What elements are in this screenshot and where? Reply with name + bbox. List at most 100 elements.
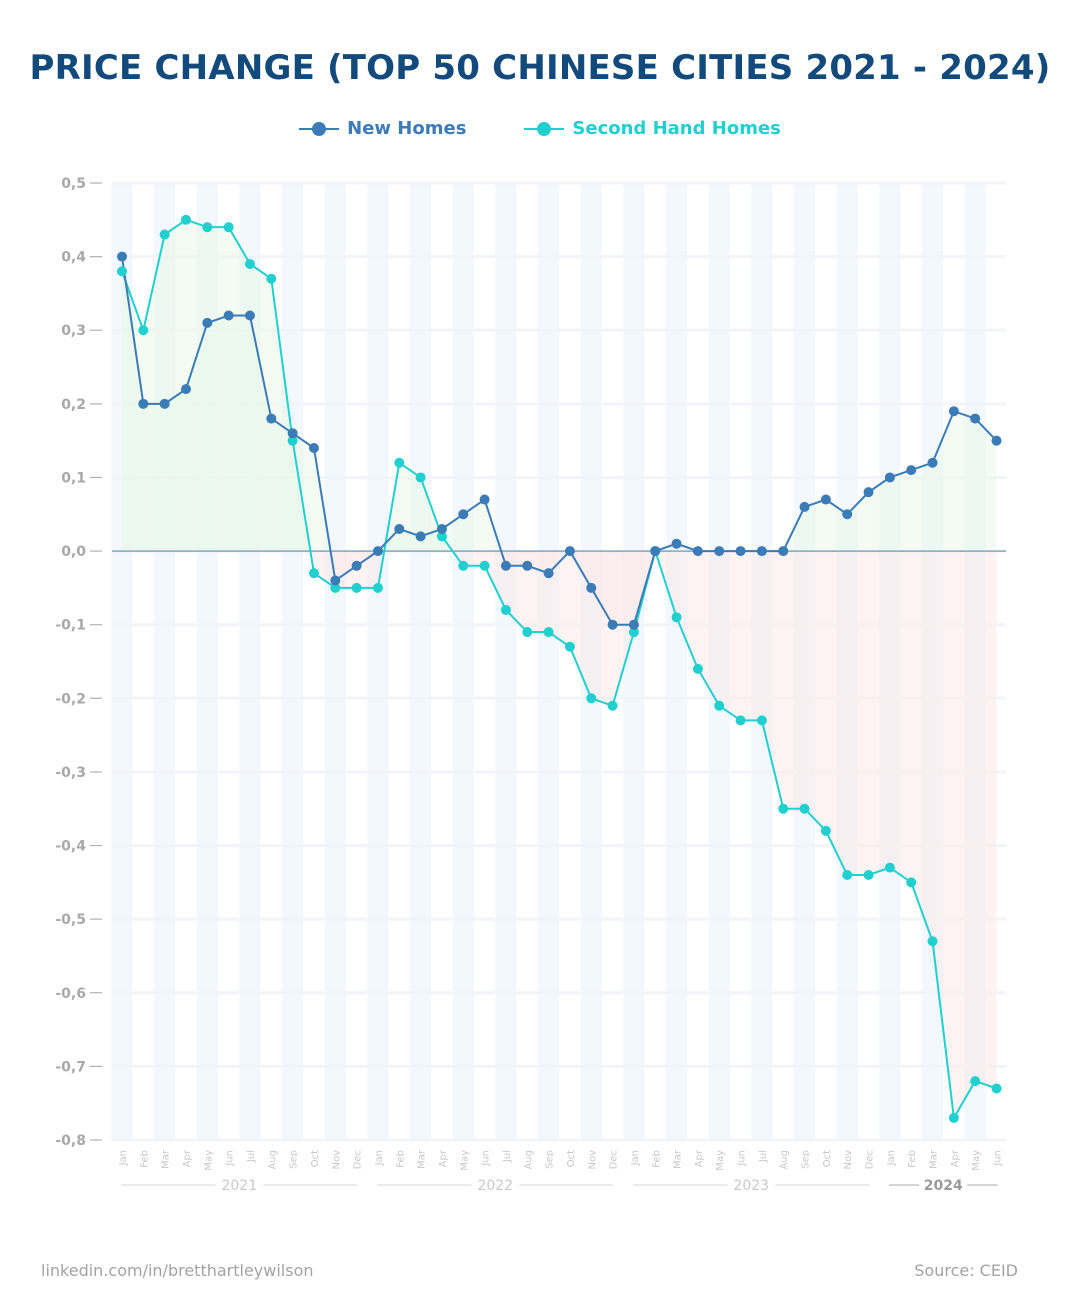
data-point-second-hand-homes	[671, 612, 682, 623]
area-fill	[271, 278, 293, 552]
data-point-second-hand-homes	[735, 715, 746, 726]
y-tick-label: -0,6	[55, 986, 86, 1002]
data-point-new-homes	[351, 560, 362, 571]
column-band	[409, 183, 432, 1140]
data-point-second-hand-homes	[991, 1083, 1002, 1094]
x-tick-label: Feb	[395, 1150, 406, 1168]
x-tick-label: Mar	[417, 1149, 428, 1169]
data-point-new-homes	[906, 465, 917, 476]
data-point-second-hand-homes	[863, 869, 874, 880]
data-point-second-hand-homes	[607, 700, 618, 711]
area-fill	[399, 462, 421, 552]
x-tick-label: Jul	[758, 1150, 769, 1163]
area-fill	[889, 551, 912, 883]
area-fill	[783, 551, 805, 809]
x-tick-label: Jul	[246, 1150, 257, 1163]
legend-item-new-homes[interactable]: New Homes	[299, 118, 466, 139]
area-fill	[975, 418, 997, 552]
area-fill	[441, 514, 464, 552]
data-point-second-hand-homes	[970, 1076, 981, 1087]
data-point-new-homes	[991, 435, 1002, 446]
area-fill	[463, 499, 485, 552]
area-fill	[505, 551, 528, 633]
legend-label-second-hand-homes: Second Hand Homes	[572, 118, 781, 139]
x-tick-label: Jan	[374, 1150, 385, 1166]
x-tick-label: Nov	[331, 1150, 342, 1170]
data-point-second-hand-homes	[436, 531, 447, 542]
data-point-second-hand-homes	[628, 627, 639, 638]
year-label-bg	[919, 1175, 968, 1193]
area-fill	[847, 492, 869, 552]
area-fill	[825, 499, 848, 552]
y-tick-label: -0,2	[55, 691, 86, 707]
area-fill	[591, 551, 613, 706]
data-point-second-hand-homes	[842, 869, 853, 880]
column-band	[623, 183, 645, 1140]
x-tick-label: Apr	[694, 1149, 705, 1167]
x-tick-label: Oct	[822, 1150, 833, 1167]
y-tick-label: 0,5	[61, 176, 86, 192]
x-tick-label: Feb	[651, 1150, 662, 1168]
column-band	[281, 183, 304, 1140]
data-point-second-hand-homes	[287, 435, 298, 446]
data-point-new-homes	[308, 443, 319, 454]
data-point-new-homes	[650, 546, 661, 557]
column-band	[431, 183, 453, 1140]
y-tick-label: 0,1	[61, 470, 86, 486]
data-point-second-hand-homes	[692, 663, 703, 674]
column-band	[665, 183, 688, 1140]
area-fill	[889, 470, 912, 552]
x-tick-label: Jun	[737, 1150, 748, 1167]
chart-legend: New Homes Second Hand Homes	[0, 118, 1080, 139]
data-point-new-homes	[927, 457, 938, 468]
data-point-new-homes	[970, 413, 981, 424]
data-point-second-hand-homes	[799, 803, 810, 814]
x-tick-label: Apr	[950, 1149, 961, 1167]
area-fill	[911, 462, 933, 552]
column-band	[559, 183, 581, 1140]
y-tick-label: 0,3	[61, 323, 86, 339]
data-point-new-homes	[671, 538, 682, 549]
column-band	[324, 183, 346, 1140]
column-band	[452, 183, 474, 1140]
x-tick-label: Dec	[353, 1150, 364, 1169]
data-point-second-hand-homes	[202, 222, 213, 233]
year-label: 2021	[221, 1178, 257, 1194]
x-tick-label: May	[715, 1150, 726, 1171]
area-fill	[249, 263, 272, 552]
data-point-second-hand-homes	[330, 582, 341, 593]
area-fill	[932, 411, 954, 552]
area-fill	[356, 551, 378, 588]
data-point-new-homes	[778, 546, 789, 557]
data-point-new-homes	[628, 619, 639, 630]
area-fill	[932, 551, 954, 1118]
y-tick-label: -0,8	[55, 1133, 86, 1149]
data-point-new-homes	[244, 310, 255, 321]
column-band	[367, 183, 389, 1140]
data-point-new-homes	[692, 546, 703, 557]
year-label: 2024	[924, 1178, 963, 1194]
footer-source: Source: CEID	[914, 1261, 1018, 1280]
x-tick-label: May	[459, 1150, 470, 1171]
x-tick-label: Sep	[545, 1150, 556, 1169]
area-fill	[612, 551, 634, 706]
data-point-second-hand-homes	[138, 325, 149, 336]
legend-swatch-new-homes	[299, 121, 340, 136]
area-fill	[868, 477, 890, 552]
x-tick-label: May	[203, 1150, 214, 1171]
data-point-new-homes	[159, 398, 170, 409]
area-fill	[676, 551, 698, 669]
x-tick-label: May	[971, 1150, 982, 1171]
data-point-new-homes	[436, 523, 447, 534]
data-point-second-hand-homes	[458, 560, 469, 571]
year-label-bg	[727, 1175, 776, 1193]
column-band	[473, 183, 496, 1140]
column-band	[388, 183, 410, 1140]
data-point-second-hand-homes	[415, 472, 426, 483]
data-point-new-homes	[607, 619, 618, 630]
area-fill	[207, 227, 229, 552]
area-fill	[740, 551, 762, 721]
series-line-new-homes	[121, 256, 998, 626]
legend-label-new-homes: New Homes	[347, 118, 467, 139]
legend-item-second-hand-homes[interactable]: Second Hand Homes	[524, 118, 781, 139]
